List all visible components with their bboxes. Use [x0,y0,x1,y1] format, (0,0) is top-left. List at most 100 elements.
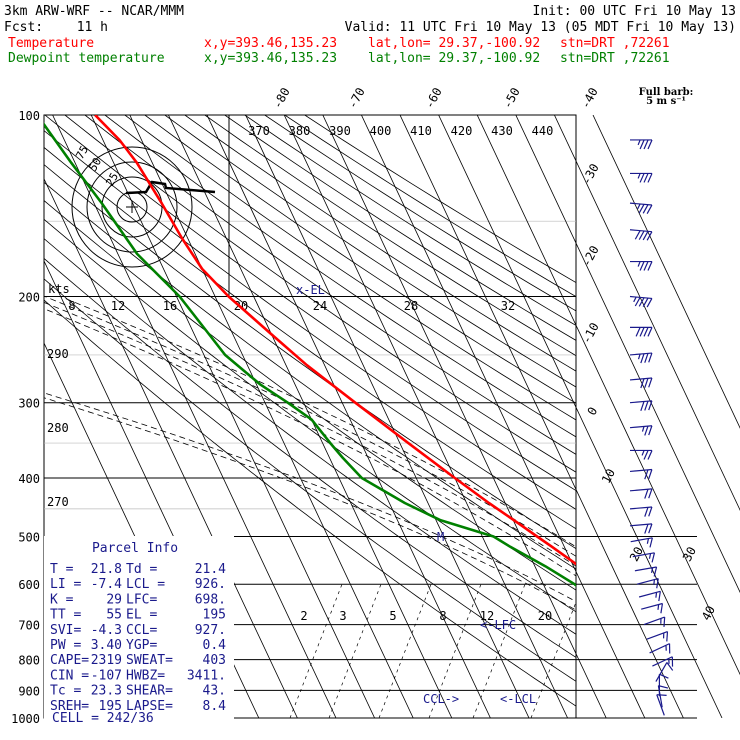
barb-half-flag [653,579,656,585]
wind-barb [630,326,653,337]
hodograph-ring-label: 50 [86,156,104,174]
dry-adiabat [44,115,576,492]
hodograph-ring-label: 75 [73,144,91,162]
dry-adiabat-label: 270 [47,495,69,509]
model-title: 3km ARW-WRF -- NCAR/MMM [4,4,184,19]
barb-legend-line1: Full barb: [639,87,694,98]
valid-time: Valid: 11 UTC Fri 10 May 13 (05 MDT Fri … [345,20,736,35]
legend-temperature: Temperature [8,36,94,51]
forecast-hour: 11 h [77,20,108,35]
barb-staff [656,694,665,716]
barb-flag [648,488,653,499]
parcel-key-right: LFC= [126,592,157,607]
parcel-key-left: CAPE= [50,653,89,668]
wind-barb [630,139,653,150]
barb-staff [629,468,652,473]
dewpoint-trace [44,122,576,587]
theta-e-label: 390 [329,124,351,138]
barb-half-flag [646,538,650,544]
barb-flag [644,400,649,411]
parcel-value-right: 926. [195,577,226,592]
parcel-value-right: 21.4 [195,562,226,577]
dry-adiabat [204,115,576,357]
barb-flag [642,231,649,241]
barb-flag [647,173,653,183]
parcel-key-right: YGP= [126,638,157,653]
wind-barb [629,352,653,364]
isotherm-line [515,115,740,593]
wind-barb [649,643,671,654]
isotherm-line [438,115,723,718]
parcel-key-right: HWBZ= [126,668,165,683]
barb-flag [640,353,645,364]
barb-flag [643,261,649,271]
barb-staff [630,537,653,543]
isotherm-line [554,115,740,511]
parcel-key-right: LAPSE= [126,699,173,714]
parcel-key-left: CIN = [50,668,89,683]
parcel-key-right: CCL= [126,623,157,638]
parcel-key-left: LI = [50,577,81,592]
wind-barb [646,631,669,642]
isotherm-line [52,115,337,718]
theta-e-label: 440 [532,124,554,138]
parcel-value-left: -4.3 [91,623,122,638]
wind-barb [634,566,658,577]
barb-staff [629,488,652,492]
dry-adiabat [124,115,576,421]
barb-half-flag [648,553,652,559]
isotherm-label: -70 [345,85,368,111]
barb-flag [642,297,649,308]
parcel-value-right: 927. [195,623,226,638]
hodo-unit-label: kts [48,282,70,296]
wind-barb [630,260,653,271]
barb-flag [643,173,649,183]
parcel-value-left: 21.8 [91,562,122,577]
parcel-key-right: SWEAT= [126,653,173,668]
isotherm-label: -40 [578,85,601,111]
barb-flag [649,537,653,548]
dry-adiabat [44,299,576,707]
barb-flag [638,297,645,307]
barb-half-flag [641,450,645,456]
barb-flag [658,685,669,689]
barb-flag [640,401,645,411]
isotherm-line [129,115,414,718]
isotherm-label: -60 [422,85,445,111]
barb-flag [666,662,674,671]
dry-adiabat [104,115,576,438]
barb-flag [638,230,645,240]
parcel-key-right: Td = [126,562,157,577]
barb-flag [651,552,656,563]
ccl-marker: CCL-> [423,692,459,706]
barb-flag [648,506,653,517]
pressure-label: 500 [18,530,40,544]
mixing-ratio-label: 12 [480,609,494,623]
barb-staff [649,643,670,654]
forecast-label: Fcst: [4,20,43,35]
parcel-key-right: LCL = [126,577,165,592]
theta-e-label: 420 [451,124,473,138]
isotherm-label: -50 [500,85,523,111]
mixing-ratio-label: 20 [538,609,552,623]
barb-staff [629,352,652,356]
wind-barb [656,694,667,716]
wind-barb [641,602,664,614]
barb-flag [659,673,669,679]
barb-flag [646,298,653,308]
barb-staff [634,566,657,572]
barb-half-flag [637,139,641,146]
pressure-label: 400 [18,472,40,486]
barb-flag [656,578,659,589]
dry-adiabat [44,164,576,550]
barb-half-flag [637,173,641,179]
wind-barb [655,662,674,682]
dry-adiabats [44,115,576,707]
pressure-label: 300 [18,397,40,411]
barb-staff [629,506,652,510]
mixing-ratio-line [472,584,526,718]
wind-barb [629,488,653,499]
barb-flag [656,694,667,696]
isotherm-label: 20 [627,544,646,563]
